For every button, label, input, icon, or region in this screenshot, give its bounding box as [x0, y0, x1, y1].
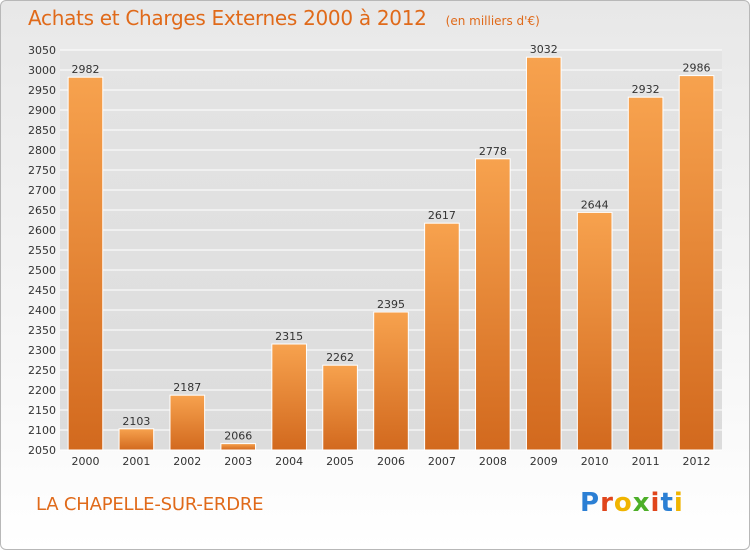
data-label-2009: 3032 [530, 43, 558, 56]
y-tick-label: 2950 [28, 84, 56, 97]
data-label-2010: 2644 [581, 198, 609, 211]
bar-2000 [67, 76, 104, 451]
y-tick-label: 2700 [28, 184, 56, 197]
x-tick-label-2006: 2006 [377, 455, 405, 468]
x-tick-label-2000: 2000 [71, 455, 99, 468]
x-tick-label-2010: 2010 [581, 455, 609, 468]
data-label-2003: 2066 [224, 430, 252, 443]
y-tick-label: 2850 [28, 124, 56, 137]
logo-letter: i [650, 488, 661, 518]
x-tick-label-2009: 2009 [530, 455, 558, 468]
y-tick-label: 2550 [28, 244, 56, 257]
x-tick-label-2002: 2002 [173, 455, 201, 468]
bar-2010 [576, 211, 613, 451]
data-label-2005: 2262 [326, 351, 354, 364]
chart-title: Achats et Charges Externes 2000 à 2012 [28, 6, 427, 30]
data-labels: 2982 2103 2187 2066 2315 2262 2395 2617 2778 3032… [71, 43, 710, 442]
commune-name: LA CHAPELLE-SUR-ERDRE [36, 494, 264, 515]
x-tick-label-2007: 2007 [428, 455, 456, 468]
y-tick-label: 2400 [28, 304, 56, 317]
bar-2006 [373, 311, 409, 451]
logo-letter: i [673, 488, 684, 518]
y-tick-label: 2300 [28, 344, 56, 357]
bar-2008 [475, 158, 511, 451]
bar-2012 [678, 75, 715, 451]
logo-letter: r [600, 488, 614, 518]
bar-2009 [525, 56, 562, 451]
x-tick-label-2005: 2005 [326, 455, 354, 468]
bar-2005 [322, 364, 358, 451]
bar-2011 [627, 96, 664, 451]
x-tick-label-2004: 2004 [275, 455, 303, 468]
y-tick-label: 2100 [28, 424, 56, 437]
logo-letter: P [580, 488, 601, 518]
logo-letter: t [660, 488, 674, 518]
y-tick-label: 2200 [28, 384, 56, 397]
y-tick-label: 3050 [28, 44, 56, 57]
data-label-2011: 2932 [632, 83, 660, 96]
data-label-2012: 2986 [683, 62, 711, 75]
x-tick-label-2008: 2008 [479, 455, 507, 468]
x-tick-label-2003: 2003 [224, 455, 252, 468]
x-axis: 2000 2001 2002 2003 2004 2005 2006 2007 2008 2009… [71, 455, 710, 468]
y-axis: 2050 2100 2150 2200 2250 2300 2350 2400 2450 2500… [28, 44, 56, 457]
y-tick-label: 2350 [28, 324, 56, 337]
y-tick-label: 2150 [28, 404, 56, 417]
data-label-2004: 2315 [275, 330, 303, 343]
y-tick-label: 2250 [28, 364, 56, 377]
y-tick-label: 2900 [28, 104, 56, 117]
bars [67, 56, 715, 451]
logo-letter: o [613, 488, 633, 518]
bar-2001 [118, 428, 155, 451]
logo-letter: x [632, 488, 651, 518]
x-tick-label-2011: 2011 [632, 455, 660, 468]
y-tick-label: 2600 [28, 224, 56, 237]
bar-2002 [169, 394, 206, 451]
data-label-2002: 2187 [173, 381, 201, 394]
data-label-2008: 2778 [479, 145, 507, 158]
y-tick-label: 2800 [28, 144, 56, 157]
bar-2003 [220, 443, 257, 451]
y-tick-label: 3000 [28, 64, 56, 77]
y-tick-label: 2050 [28, 444, 56, 457]
data-label-2006: 2395 [377, 298, 405, 311]
proxiti-logo[interactable]: Proxiti [580, 488, 684, 518]
y-tick-label: 2450 [28, 284, 56, 297]
data-label-2001: 2103 [122, 415, 150, 428]
data-label-2000: 2982 [71, 63, 99, 76]
y-tick-label: 2750 [28, 164, 56, 177]
chart-header: Achats et Charges Externes 2000 à 2012 (… [28, 6, 540, 30]
chart-subtitle: (en milliers d'€) [445, 14, 540, 28]
bar-2007 [424, 222, 460, 451]
x-tick-label-2012: 2012 [683, 455, 711, 468]
data-label-2007: 2617 [428, 209, 456, 222]
x-tick-label-2001: 2001 [122, 455, 150, 468]
y-tick-label: 2650 [28, 204, 56, 217]
bar-2004 [271, 343, 307, 451]
y-tick-label: 2500 [28, 264, 56, 277]
